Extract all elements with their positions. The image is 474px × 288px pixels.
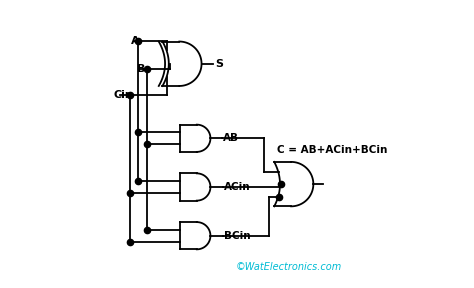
- Text: AB: AB: [222, 133, 238, 143]
- Text: B: B: [137, 65, 145, 75]
- Text: Cin: Cin: [114, 90, 134, 100]
- Text: S: S: [215, 59, 223, 69]
- Text: BCin: BCin: [224, 231, 251, 241]
- Text: ACin: ACin: [224, 182, 251, 192]
- Text: A: A: [131, 36, 139, 46]
- Text: ©WatElectronics.com: ©WatElectronics.com: [236, 262, 342, 272]
- Text: C = AB+ACin+BCin: C = AB+ACin+BCin: [277, 145, 388, 155]
